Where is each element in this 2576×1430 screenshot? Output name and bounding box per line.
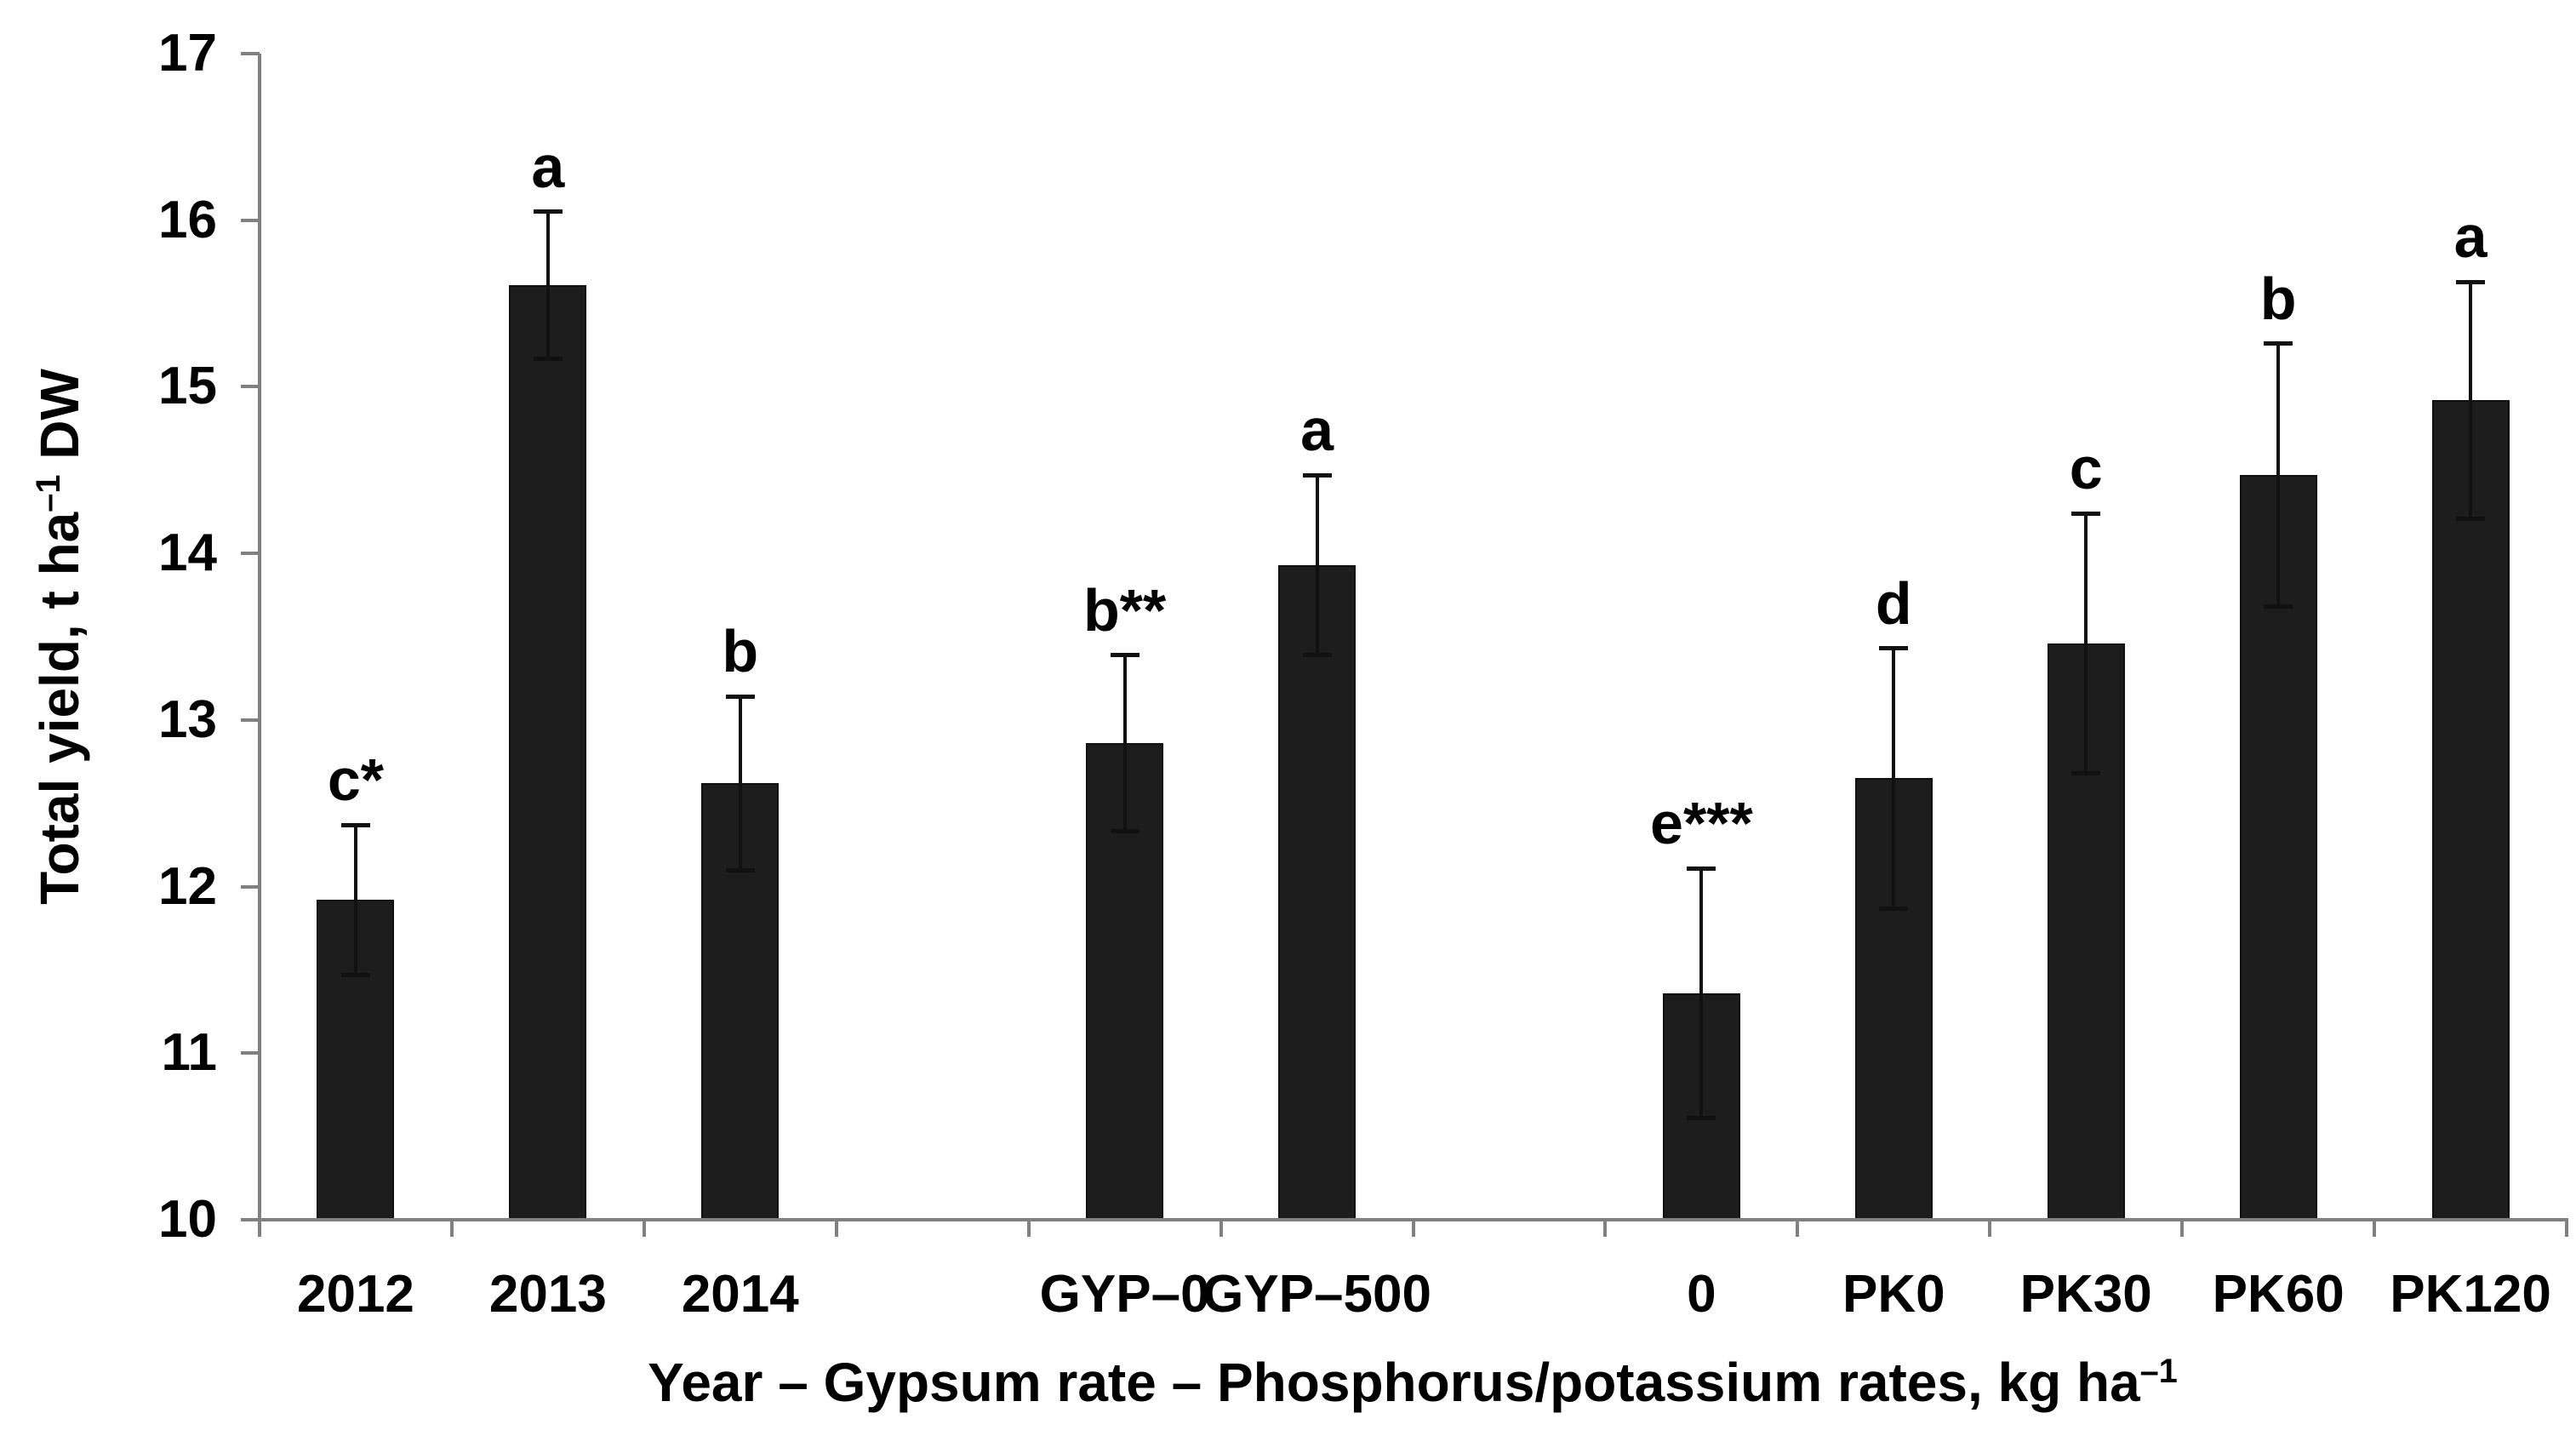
error-bar-cap-bottom bbox=[1879, 906, 1909, 911]
x-axis-title-superscript: –1 bbox=[2139, 1353, 2178, 1391]
y-tick bbox=[241, 718, 260, 722]
x-tick bbox=[2373, 1220, 2377, 1237]
y-axis-line bbox=[258, 54, 261, 1221]
bar-2013 bbox=[509, 285, 587, 1220]
error-bar-cap-bottom bbox=[1302, 653, 1332, 658]
y-tick-label: 10 bbox=[158, 1190, 217, 1249]
x-tick-label: 2014 bbox=[681, 1265, 799, 1324]
significance-letter: c bbox=[2069, 435, 2103, 502]
x-tick-label: 2012 bbox=[296, 1265, 414, 1324]
error-bar-line bbox=[353, 825, 357, 975]
x-tick bbox=[449, 1220, 454, 1237]
x-tick-label: PK0 bbox=[1842, 1265, 1945, 1324]
x-tick-label: 0 bbox=[1687, 1265, 1716, 1324]
significance-letter: e*** bbox=[1650, 790, 1753, 857]
y-tick bbox=[241, 385, 260, 389]
error-bar-cap-top bbox=[1687, 866, 1716, 871]
y-tick-label: 14 bbox=[158, 523, 217, 583]
x-tick bbox=[1796, 1220, 1800, 1237]
error-bar-cap-top bbox=[340, 822, 370, 827]
error-bar-line bbox=[2276, 343, 2281, 607]
error-bar-cap-bottom bbox=[725, 867, 755, 872]
error-bar-cap-bottom bbox=[533, 356, 563, 361]
x-axis-line bbox=[258, 1218, 2568, 1221]
error-bar-cap-bottom bbox=[2264, 604, 2293, 609]
x-tick-label: GYP–0 bbox=[1039, 1265, 1210, 1324]
significance-letter: b** bbox=[1083, 576, 1167, 644]
y-tick bbox=[241, 1051, 260, 1055]
x-tick bbox=[2565, 1220, 2568, 1237]
error-bar-line bbox=[1699, 868, 1704, 1118]
error-bar-line bbox=[738, 696, 742, 870]
error-bar-cap-bottom bbox=[1687, 1116, 1716, 1121]
error-bar-line bbox=[1315, 475, 1319, 655]
significance-letter: a bbox=[531, 133, 565, 200]
x-tick-label: PK60 bbox=[2212, 1265, 2345, 1324]
x-axis-title: Year – Gypsum rate – Phosphorus/potassiu… bbox=[648, 1352, 2178, 1413]
error-bar-cap-top bbox=[1302, 472, 1332, 478]
y-tick bbox=[241, 552, 260, 556]
error-bar-cap-bottom bbox=[2456, 516, 2486, 521]
error-bar-cap-top bbox=[1879, 646, 1909, 651]
error-bar-line bbox=[2469, 282, 2473, 519]
x-tick bbox=[1988, 1220, 1992, 1237]
x-tick bbox=[1411, 1220, 1415, 1237]
y-tick-label: 11 bbox=[161, 1023, 217, 1083]
x-axis-title-text: Year – Gypsum rate – Phosphorus/potassiu… bbox=[648, 1352, 2140, 1413]
significance-letter: c* bbox=[327, 746, 385, 814]
bar-PK120 bbox=[2431, 400, 2510, 1220]
y-tick bbox=[241, 218, 260, 222]
error-bar-cap-top bbox=[1110, 653, 1139, 658]
y-tick-label: 13 bbox=[158, 689, 217, 749]
x-tick-label: PK120 bbox=[2390, 1265, 2551, 1324]
x-tick bbox=[1603, 1220, 1608, 1237]
significance-letter: a bbox=[2453, 203, 2487, 271]
y-tick-label: 15 bbox=[158, 357, 217, 416]
error-bar-line bbox=[545, 211, 550, 359]
significance-letter: d bbox=[1875, 569, 1912, 637]
significance-letter: b bbox=[2259, 265, 2297, 332]
error-bar-cap-bottom bbox=[340, 972, 370, 977]
y-axis-title: Total yield, t ha–1 DW bbox=[29, 369, 90, 905]
error-bar-cap-top bbox=[2071, 511, 2101, 516]
error-bar-cap-bottom bbox=[2071, 770, 2101, 775]
x-tick bbox=[2180, 1220, 2185, 1237]
x-tick-label: GYP–500 bbox=[1202, 1265, 1431, 1324]
error-bar-line bbox=[1892, 648, 1896, 908]
y-tick bbox=[241, 1218, 260, 1221]
x-tick bbox=[1219, 1220, 1223, 1237]
y-tick-label: 17 bbox=[158, 24, 217, 83]
error-bar-line bbox=[1122, 655, 1127, 832]
error-bar-cap-bottom bbox=[1110, 829, 1139, 834]
error-bar-cap-top bbox=[533, 209, 563, 214]
x-tick bbox=[1026, 1220, 1031, 1237]
error-bar-cap-top bbox=[2456, 279, 2486, 284]
y-tick-label: 12 bbox=[158, 856, 217, 916]
x-tick-label: PK30 bbox=[2019, 1265, 2152, 1324]
x-tick bbox=[834, 1220, 838, 1237]
error-bar-line bbox=[2084, 513, 2088, 774]
bar-GYP–500 bbox=[1278, 564, 1357, 1220]
y-tick bbox=[241, 52, 260, 55]
y-tick bbox=[241, 884, 260, 889]
error-bar-cap-top bbox=[2264, 341, 2293, 346]
y-tick-label: 16 bbox=[158, 190, 217, 249]
y-axis-title-superscript: –1 bbox=[30, 474, 68, 512]
x-tick bbox=[642, 1220, 646, 1237]
x-tick-label: 2013 bbox=[488, 1265, 607, 1324]
x-tick bbox=[258, 1220, 261, 1237]
error-bar-cap-top bbox=[725, 694, 755, 699]
significance-letter: b bbox=[722, 618, 759, 685]
significance-letter: a bbox=[1300, 397, 1334, 464]
